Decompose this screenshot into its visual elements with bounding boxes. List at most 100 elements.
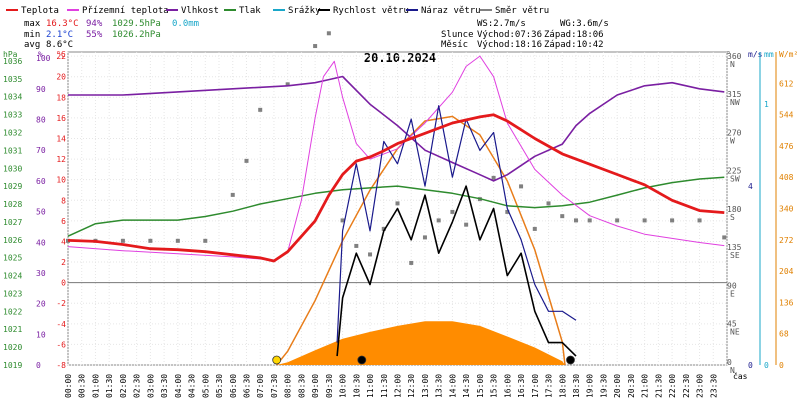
moon-set: Západ:10:42 [544, 40, 604, 50]
rain-unit: mm [764, 50, 774, 59]
x-tick-label: 21:00 [641, 374, 650, 398]
wind-direction-point [436, 218, 441, 223]
wind-direction-point [505, 209, 510, 214]
x-tick-label: 10:00 [339, 374, 348, 398]
moonset-marker [357, 355, 367, 365]
x-tick-label: 16:30 [517, 374, 526, 398]
humidity-tick-label: 10 [36, 330, 46, 339]
direction-tick-name: NE [730, 328, 740, 337]
x-tick-label: 14:00 [448, 374, 457, 398]
wind-direction-point [573, 218, 578, 223]
solar-tick-label: 476 [779, 142, 794, 151]
chart-title: 20.10.2024 [364, 51, 436, 65]
direction-tick-label: 225 [727, 167, 742, 176]
legend-label-4: Srážky [288, 6, 321, 16]
pressure-tick-label: 1029 [3, 182, 22, 191]
x-tick-label: 22:00 [668, 374, 677, 398]
humidity-tick-label: 50 [36, 208, 46, 217]
x-tick-label: 15:30 [490, 374, 499, 398]
solar-tick-label: 408 [779, 173, 794, 182]
stats-max-hum: 94% [86, 19, 103, 29]
direction-tick-label: 180 [727, 205, 742, 214]
temperature-tick-label: 4 [61, 237, 66, 246]
temperature-tick-label: 16 [56, 114, 66, 123]
stats-min-label: min [24, 30, 40, 40]
temperature-tick-label: 8 [61, 196, 66, 205]
x-tick-label: 14:30 [462, 374, 471, 398]
solar-tick-label: 68 [779, 330, 789, 339]
stats-max-temp: 16.3°C [46, 19, 79, 29]
wind-speed-info: WS:2.7m/s [477, 19, 526, 29]
rain-tick-label: 1 [764, 100, 769, 109]
series-line-tlak [67, 176, 725, 237]
series-line-vlhkost [68, 75, 725, 182]
direction-tick-label: 135 [727, 243, 742, 252]
x-tick-label: 04:30 [188, 374, 197, 398]
pressure-tick-label: 1028 [3, 200, 22, 209]
pressure-tick-label: 1033 [3, 111, 22, 120]
stats-block: max 16.3°C 94% 1029.5hPa 0.0mm min 2.1°C… [24, 19, 199, 50]
solar-radiation-area [276, 321, 565, 365]
wind-direction-point [519, 184, 524, 189]
x-tick-label: 17:30 [545, 374, 554, 398]
wind-direction-point [230, 192, 235, 197]
x-tick-label: 01:30 [105, 374, 114, 398]
wind-direction-point [120, 238, 125, 243]
direction-tick-label: 270 [727, 128, 742, 137]
temperature-tick-label: 6 [61, 217, 66, 226]
wind-sun-moon-info: WS:2.7m/s WG:3.6m/s Slunce Východ:07:36 … [441, 19, 609, 50]
wind-speed-unit: m/s [748, 50, 763, 59]
direction-tick-name: SW [730, 175, 740, 184]
solar-tick-label: 340 [779, 205, 794, 214]
humidity-tick-label: 70 [36, 146, 46, 155]
wind-direction-point [409, 260, 414, 265]
wind-direction-point [175, 238, 180, 243]
x-tick-label: 03:00 [146, 374, 155, 398]
direction-tick-name: E [730, 289, 735, 298]
pressure-tick-label: 1025 [3, 254, 22, 263]
moon-rise: Východ:18:16 [477, 40, 542, 50]
x-tick-label: 18:00 [558, 374, 567, 398]
temperature-tick-label: -2 [56, 299, 66, 308]
temperature-tick-label: 22 [56, 52, 66, 61]
direction-tick-name: W [730, 136, 735, 145]
wind-direction-point [381, 226, 386, 231]
wind-direction-point [450, 209, 455, 214]
wind-direction-point [697, 218, 702, 223]
humidity-tick-label: 30 [36, 269, 46, 278]
x-tick-label: 09:30 [325, 374, 334, 398]
solar-tick-label: 136 [779, 298, 794, 307]
wind-gust-info: WG:3.6m/s [560, 19, 609, 29]
pressure-tick-label: 1022 [3, 307, 22, 316]
x-tick-label: 07:30 [270, 374, 279, 398]
stats-max-press: 1029.5hPa [112, 19, 161, 29]
wind-direction-point [422, 235, 427, 240]
stats-min-press: 1026.2hPa [112, 30, 161, 40]
x-tick-label: 20:00 [613, 374, 622, 398]
legend-label-0: Teplota [21, 6, 59, 16]
stats-min-temp: 2.1°C [46, 30, 73, 40]
wind-direction-point [491, 175, 496, 180]
legend-label-6: Náraz větru [421, 6, 481, 16]
x-tick-label: 03:30 [160, 374, 169, 398]
x-tick-label: 12:00 [394, 374, 403, 398]
wind-direction-point [615, 218, 620, 223]
temperature-tick-label: 12 [56, 155, 66, 164]
humidity-tick-label: 60 [36, 177, 46, 186]
humidity-tick-label: 100 [36, 54, 51, 63]
stats-avg-label: avg [24, 40, 40, 50]
direction-tick-label: 90 [727, 281, 737, 290]
moonrise-marker [566, 355, 575, 365]
x-tick-label: 23:00 [696, 374, 705, 398]
solar-tick-label: 612 [779, 79, 794, 88]
x-tick-label: 12:30 [407, 374, 416, 398]
legend-label-3: Tlak [239, 6, 261, 16]
solar-tick-label: 544 [779, 111, 794, 120]
x-tick-label: 09:00 [311, 374, 320, 398]
x-tick-label: 07:00 [256, 374, 265, 398]
solar-tick-label: 272 [779, 236, 794, 245]
stats-min-hum: 55% [86, 30, 103, 40]
x-tick-label: 04:00 [174, 374, 183, 398]
sun-rise: Východ:07:36 [477, 30, 542, 40]
